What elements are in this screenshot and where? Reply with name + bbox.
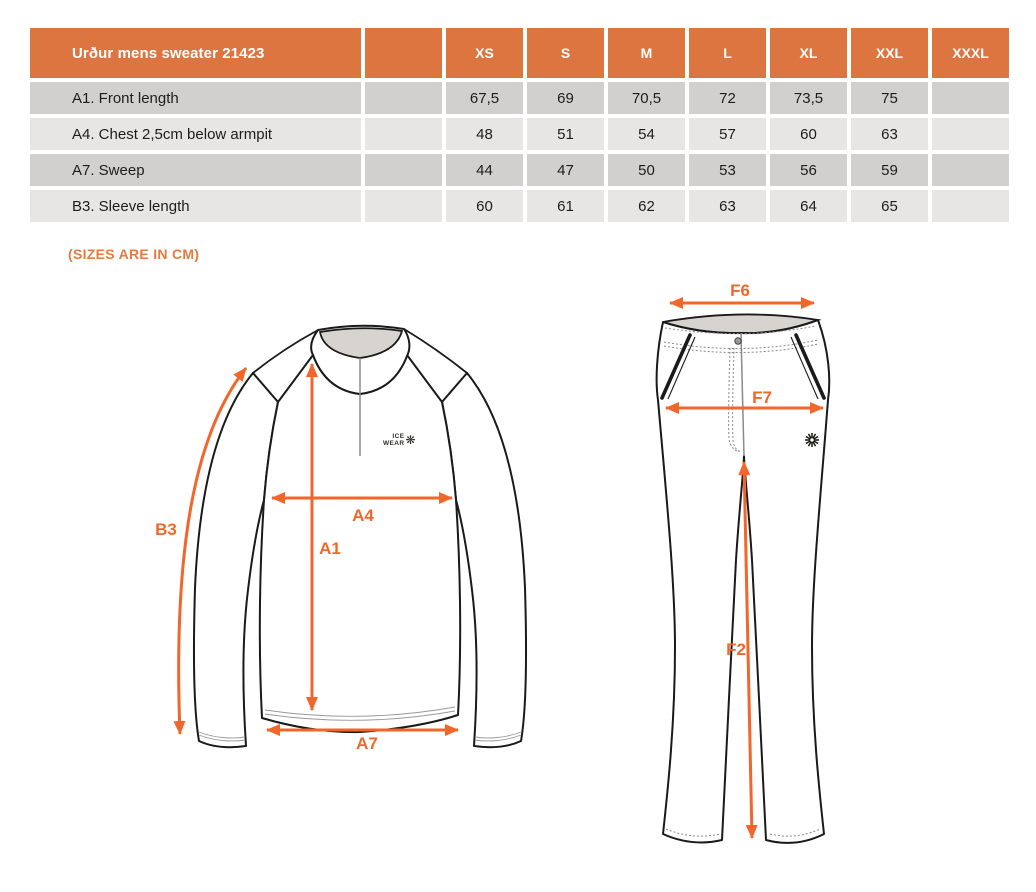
- header-size-xs: XS: [446, 28, 523, 78]
- table-title: Urður mens sweater 21423: [30, 28, 361, 78]
- spacer-cell: [365, 82, 442, 114]
- value-cell: [932, 154, 1009, 186]
- right-shoulder-seam: [403, 328, 468, 374]
- size-table: Urður mens sweater 21423 XS S M L XL XXL…: [30, 28, 1009, 222]
- value-cell: 44: [446, 154, 523, 186]
- arrow-b3-sleeve: [173, 367, 248, 735]
- pants-diagram: F6 F7 F2: [630, 281, 860, 882]
- row-label: A4. Chest 2,5cm below armpit: [30, 118, 361, 150]
- value-cell: 47: [527, 154, 604, 186]
- value-cell: 59: [851, 154, 928, 186]
- value-cell: 61: [527, 190, 604, 222]
- value-cell: 50: [608, 154, 685, 186]
- spacer-cell: [365, 154, 442, 186]
- value-cell: 62: [608, 190, 685, 222]
- hem-stitch: [264, 706, 456, 717]
- logo-text-ice: ICE: [392, 433, 405, 440]
- right-hem-stitch: [769, 828, 821, 837]
- header-spacer-cell: [365, 28, 442, 78]
- measurement-label-f7: F7: [752, 388, 772, 407]
- row-label: A1. Front length: [30, 82, 361, 114]
- measurement-label-f2: F2: [726, 640, 746, 659]
- snowflake-icon: [805, 433, 819, 447]
- value-cell: 75: [851, 82, 928, 114]
- cuff-stitch: [198, 734, 246, 742]
- row-label: B3. Sleeve length: [30, 190, 361, 222]
- sweater-drawing: [173, 324, 527, 749]
- pants-drawing: [655, 297, 831, 844]
- measurement-label-f6: F6: [730, 281, 750, 300]
- measurement-label-a1: A1: [319, 539, 341, 558]
- value-cell: 70,5: [608, 82, 685, 114]
- left-pocket-edge: [667, 336, 696, 400]
- sweater-diagram: B3 A1 A4 A7 ICE WEAR ❋: [148, 300, 568, 770]
- row-label: A7. Sweep: [30, 154, 361, 186]
- left-hem-stitch: [665, 828, 721, 837]
- arrow-f2-inseam: [738, 461, 758, 839]
- value-cell: 56: [770, 154, 847, 186]
- header-size-m: M: [608, 28, 685, 78]
- left-pocket-opening: [660, 333, 692, 400]
- value-cell: 65: [851, 190, 928, 222]
- header-size-l: L: [689, 28, 766, 78]
- value-cell: 57: [689, 118, 766, 150]
- header-size-xxxl: XXXL: [932, 28, 1009, 78]
- fly-stitch: [728, 347, 740, 453]
- value-cell: 69: [527, 82, 604, 114]
- value-cell: 60: [446, 190, 523, 222]
- value-cell: 60: [770, 118, 847, 150]
- center-front-seam: [740, 332, 745, 457]
- measurement-label-a7: A7: [356, 734, 378, 753]
- spacer-cell: [365, 118, 442, 150]
- icewear-chest-logo: ICE WEAR ❋: [383, 428, 425, 452]
- right-pocket-opening: [794, 333, 826, 400]
- value-cell: 73,5: [770, 82, 847, 114]
- cuff-stitch: [474, 731, 522, 739]
- value-cell: [932, 118, 1009, 150]
- snowflake-icon: ❋: [405, 433, 416, 447]
- value-cell: 48: [446, 118, 523, 150]
- value-cell: 67,5: [446, 82, 523, 114]
- value-cell: [932, 82, 1009, 114]
- spacer-cell: [365, 190, 442, 222]
- right-pocket-edge: [790, 336, 819, 400]
- value-cell: 53: [689, 154, 766, 186]
- value-cell: 64: [770, 190, 847, 222]
- value-cell: 72: [689, 82, 766, 114]
- header-size-xxl: XXL: [851, 28, 928, 78]
- value-cell: [932, 190, 1009, 222]
- value-cell: 63: [689, 190, 766, 222]
- header-size-s: S: [527, 28, 604, 78]
- collar-inside: [318, 327, 404, 359]
- value-cell: 54: [608, 118, 685, 150]
- measurement-label-a4: A4: [352, 506, 374, 525]
- hem-stitch: [264, 710, 456, 721]
- measurement-label-b3: B3: [155, 520, 177, 539]
- waist-button: [734, 337, 742, 345]
- value-cell: 63: [851, 118, 928, 150]
- value-cell: 51: [527, 118, 604, 150]
- left-shoulder-seam: [252, 329, 319, 374]
- cuff-stitch: [474, 734, 522, 742]
- units-note: (SIZES ARE IN CM): [68, 246, 200, 262]
- header-size-xl: XL: [770, 28, 847, 78]
- logo-text-wear: WEAR: [383, 440, 405, 447]
